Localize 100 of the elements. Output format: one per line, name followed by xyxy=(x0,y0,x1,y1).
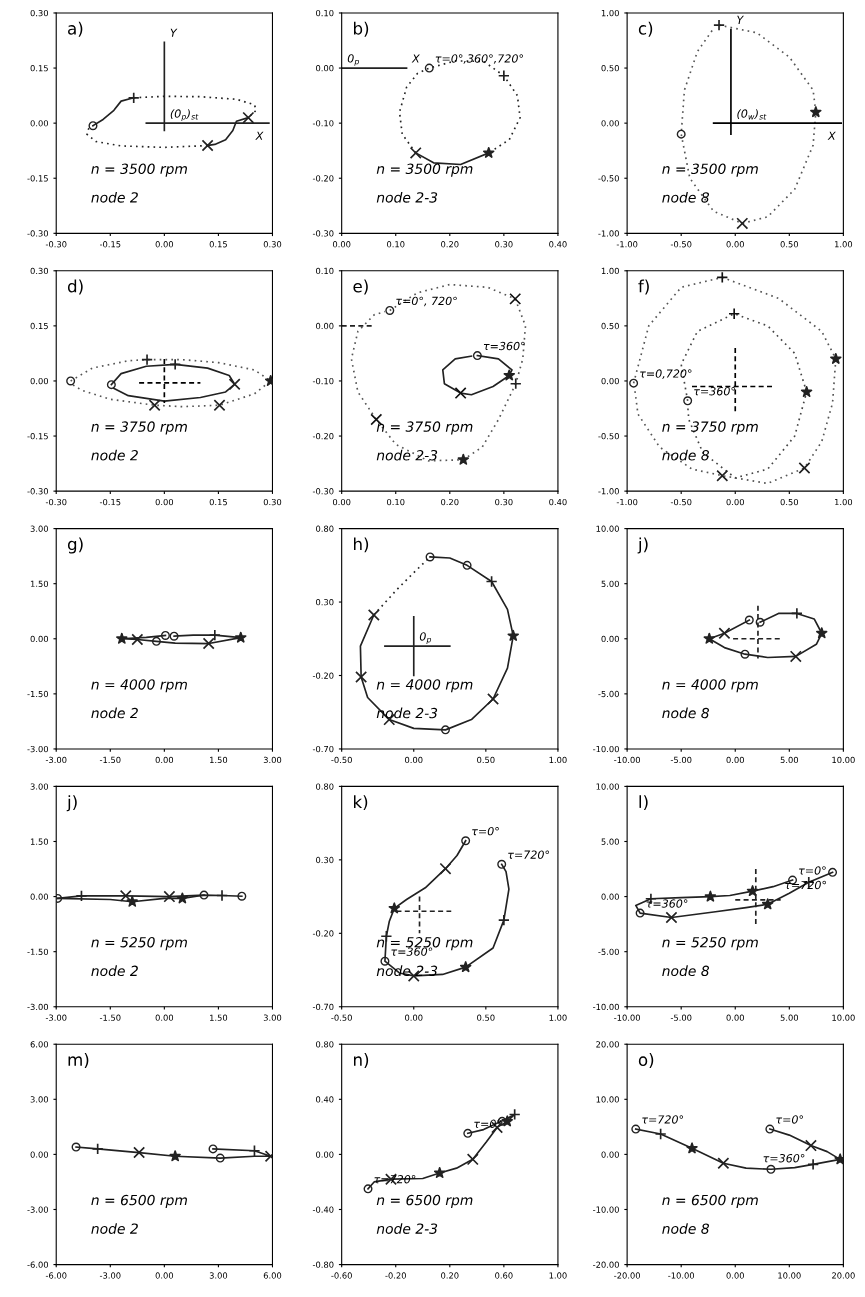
x-tick-label: 10.00 xyxy=(778,1272,801,1279)
x-tick-label: 1.00 xyxy=(835,498,853,506)
x-tick-label: 3.00 xyxy=(209,1272,228,1279)
x-tick-label: 0.00 xyxy=(155,498,174,506)
annotation: (0$_{p}$)$_{st}$ xyxy=(170,109,199,122)
x-tick-label: 0.00 xyxy=(332,498,351,506)
y-tick-label: -0.80 xyxy=(312,1261,334,1268)
x-tick-label: 0.00 xyxy=(726,1014,744,1021)
y-tick-label: 0.30 xyxy=(316,856,334,864)
text: g) xyxy=(67,537,83,554)
text: j) xyxy=(66,795,77,812)
chart-title: d) xyxy=(67,279,83,295)
x-tick-label: 1.00 xyxy=(549,1014,567,1021)
annotation: τ=0° xyxy=(799,866,826,875)
y-tick-label: -3.00 xyxy=(27,745,49,753)
y-tick-label: -10.00 xyxy=(593,745,619,753)
y-tick-label: 0.80 xyxy=(316,525,334,532)
y-tick-label: 0.00 xyxy=(601,377,619,385)
y-tick-label: -1.50 xyxy=(27,690,49,698)
chart-title: l) xyxy=(639,795,648,811)
annotation: n = 4000 rpm xyxy=(376,679,473,693)
x-tick-label: 0.00 xyxy=(405,1014,423,1021)
x-tick-label: -10.00 xyxy=(668,1272,695,1279)
x-tick-label: -0.50 xyxy=(331,1014,352,1021)
y-tick-label: -0.30 xyxy=(27,230,49,237)
x-tick-label: 0.20 xyxy=(441,241,459,248)
y-tick-label: -0.15 xyxy=(27,433,48,440)
x-tick-label: -0.15 xyxy=(99,498,121,506)
annotation: node 8 xyxy=(662,965,710,977)
chart-title: k) xyxy=(354,795,368,811)
y-tick-label: 5.00 xyxy=(601,580,619,587)
annotation: X xyxy=(827,131,836,140)
y-tick-label: 10.00 xyxy=(596,1096,619,1103)
x-tick-label: 0.00 xyxy=(155,1014,174,1021)
x-tick-label: -0.30 xyxy=(45,241,67,248)
y-tick-label: 10.00 xyxy=(596,783,619,790)
y-tick-label: 20.00 xyxy=(596,1041,619,1048)
y-tick-label: 0.30 xyxy=(316,599,334,606)
x-tick-label: 0.40 xyxy=(549,241,567,248)
x-tick-label: 0.50 xyxy=(780,498,799,506)
x-tick-label: 5.00 xyxy=(780,1014,799,1021)
y-tick-label: 0.80 xyxy=(316,783,334,790)
y-tick-label: 0.30 xyxy=(30,9,49,17)
y-tick-label: -0.20 xyxy=(312,433,334,440)
x-tick-label: -3.00 xyxy=(99,1272,121,1279)
annotation: 0$_{p}$ xyxy=(419,632,432,644)
y-tick-label: 5.00 xyxy=(601,838,619,845)
x-tick-label: 10.00 xyxy=(832,1014,855,1021)
x-tick-label: 10.00 xyxy=(832,756,855,764)
x-tick-label: -1.50 xyxy=(99,756,121,764)
annotation: (0$_{w}$)$_{st}$ xyxy=(737,109,767,120)
annotation: τ=360° xyxy=(763,1154,805,1163)
y-tick-label: 0.50 xyxy=(601,322,619,330)
chart-title: m) xyxy=(68,1053,89,1068)
annotation: τ=0,720° xyxy=(640,369,692,379)
chart-title: f) xyxy=(638,279,649,295)
annotation: node 2-3 xyxy=(376,449,438,461)
y-tick-label: 0.00 xyxy=(316,1151,334,1158)
x-tick-label: -0.60 xyxy=(331,1272,352,1279)
x-tick-label: -0.20 xyxy=(385,1272,406,1279)
x-tick-label: 0.15 xyxy=(209,498,227,506)
annotation: n = 6500 rpm xyxy=(662,1194,758,1208)
y-tick-label: 0.15 xyxy=(30,322,48,330)
x-tick-label: 0.50 xyxy=(477,1014,495,1021)
x-tick-label: 0.00 xyxy=(726,1272,744,1279)
annotation: node 2-3 xyxy=(376,1223,438,1234)
x-tick-label: -1.00 xyxy=(616,241,638,248)
x-tick-label: -0.30 xyxy=(45,498,67,506)
chart-title: e) xyxy=(353,279,368,295)
x-tick-label: 0.00 xyxy=(155,1272,174,1279)
y-tick-label: -0.20 xyxy=(312,930,334,937)
annotation: node 2 xyxy=(91,965,138,977)
annotation: τ=360° xyxy=(483,341,525,351)
x-tick-label: 1.00 xyxy=(549,1272,567,1279)
x-tick-label: 0.00 xyxy=(155,241,174,248)
y-tick-label: -0.30 xyxy=(312,488,334,495)
y-tick-label: 1.50 xyxy=(30,838,49,845)
y-tick-label: -0.70 xyxy=(312,1003,334,1011)
x-tick-label: 5.00 xyxy=(780,756,799,764)
chart-title: a) xyxy=(68,21,83,37)
y-tick-label: 0.00 xyxy=(30,893,49,900)
y-tick-label: 0.00 xyxy=(601,1151,619,1158)
x-tick-label: 0.00 xyxy=(405,756,423,764)
x-tick-label: 0.20 xyxy=(441,498,459,506)
x-tick-label: 3.00 xyxy=(263,756,282,764)
y-tick-label: -0.40 xyxy=(312,1206,334,1213)
x-tick-label: 0.10 xyxy=(387,241,405,248)
annotation: n = 3500 rpm xyxy=(662,163,758,177)
x-tick-label: 0.30 xyxy=(495,498,513,506)
y-tick-label: -6.00 xyxy=(27,1261,49,1268)
x-tick-label: 0.30 xyxy=(495,241,513,248)
y-tick-label: -3.00 xyxy=(27,1003,49,1011)
annotation: τ=360° xyxy=(646,899,688,908)
x-tick-label: 0.30 xyxy=(263,241,282,248)
annotation: n = 3750 rpm xyxy=(91,421,187,435)
x-tick-label: -5.00 xyxy=(670,1014,692,1021)
x-tick-label: -0.50 xyxy=(670,241,692,248)
x-tick-label: 0.60 xyxy=(495,1272,513,1279)
y-tick-label: -5.00 xyxy=(598,690,619,698)
y-tick-label: 3.00 xyxy=(30,783,49,790)
